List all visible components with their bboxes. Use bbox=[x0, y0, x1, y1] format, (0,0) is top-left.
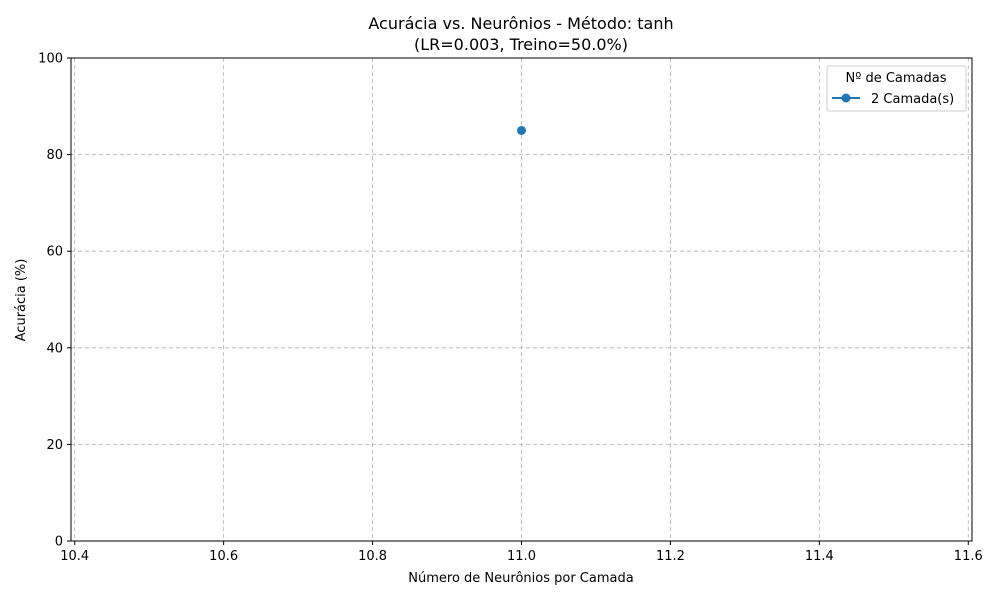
y-tick-label: 0 bbox=[55, 535, 63, 550]
x-tick-label: 11.6 bbox=[954, 549, 983, 564]
x-tick-label: 10.8 bbox=[358, 549, 387, 564]
x-tick-label: 11.4 bbox=[805, 549, 834, 564]
legend-box bbox=[826, 65, 967, 112]
series-layer bbox=[517, 125, 526, 135]
chart-subtitle: (LR=0.003, Treino=50.0%) bbox=[414, 35, 628, 54]
x-tick-label: 10.6 bbox=[209, 549, 238, 564]
legend-entry-label: 2 Camada(s) bbox=[871, 92, 954, 107]
axis-ticks: 10.4 10.6 10.8 11.0 11.2 11.4 11.6 0 20 40 60 80 100 bbox=[38, 52, 983, 565]
x-tick-label: 10.4 bbox=[60, 549, 89, 564]
legend-title: Nº de Camadas bbox=[845, 71, 946, 86]
legend-marker-swatch bbox=[841, 93, 851, 103]
y-tick-label: 40 bbox=[46, 341, 63, 356]
chart-title: Acurácia vs. Neurônios - Método: tanh bbox=[368, 14, 673, 33]
y-tick-label: 60 bbox=[46, 245, 63, 260]
x-tick-label: 11.2 bbox=[656, 549, 685, 564]
x-axis-label: Número de Neurônios por Camada bbox=[408, 571, 633, 586]
y-tick-label: 20 bbox=[46, 438, 63, 453]
y-tick-label: 100 bbox=[38, 52, 63, 67]
x-tick-label: 11.0 bbox=[507, 549, 536, 564]
data-point bbox=[517, 125, 526, 135]
legend: Nº de Camadas 2 Camada(s) bbox=[826, 65, 967, 112]
y-tick-label: 80 bbox=[46, 148, 63, 163]
y-axis-label: Acurácia (%) bbox=[14, 259, 29, 342]
